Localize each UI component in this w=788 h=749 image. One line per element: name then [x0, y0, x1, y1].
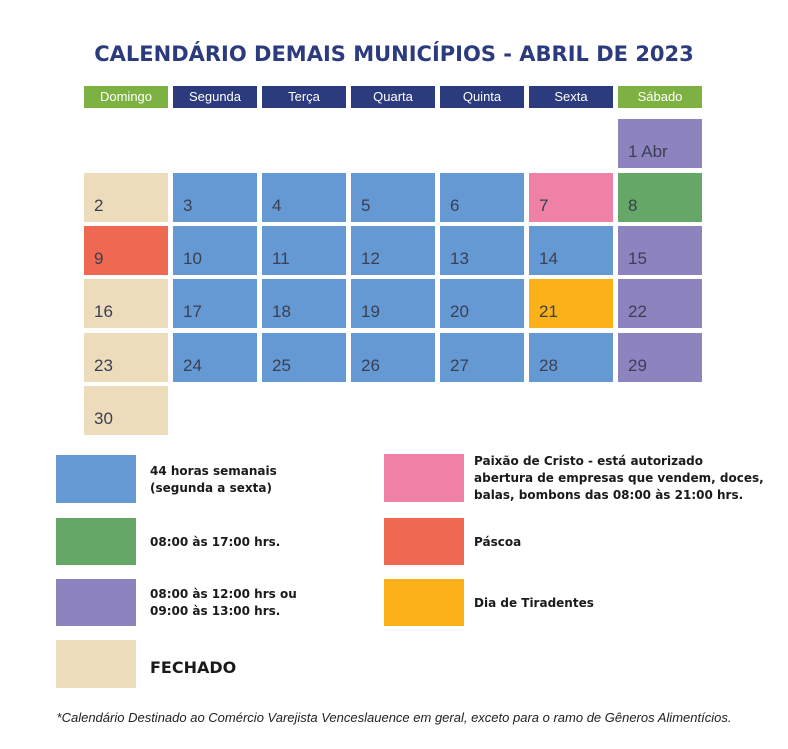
day-cell-17: 17: [173, 279, 257, 328]
day-number: 6: [450, 196, 460, 215]
legend-text-purple: 08:00 às 12:00 hrs ou 09:00 às 13:00 hrs…: [150, 586, 297, 620]
day-number: 19: [361, 302, 380, 321]
legend-text-blue: 44 horas semanais (segunda a sexta): [150, 463, 277, 497]
weekday-header-sabado: Sábado: [618, 86, 702, 108]
legend-line: balas, bombons das 08:00 às 21:00 hrs.: [474, 488, 744, 502]
weekday-header-domingo: Domingo: [84, 86, 168, 108]
legend-line: abertura de empresas que vendem, doces,: [474, 471, 764, 485]
day-number: 10: [183, 249, 202, 268]
day-number: 18: [272, 302, 291, 321]
day-number: 14: [539, 249, 558, 268]
day-number: 26: [361, 356, 380, 375]
weekday-header-sexta: Sexta: [529, 86, 613, 108]
day-cell-16: 16: [84, 279, 168, 328]
legend-line: 44 horas semanais: [150, 464, 277, 478]
day-number: 27: [450, 356, 469, 375]
legend-swatch-green: [56, 518, 136, 565]
day-cell-1: 1 Abr: [618, 119, 702, 168]
legend-text-beige: FECHADO: [150, 658, 237, 677]
legend-line: Paixão de Cristo - está autorizado: [474, 454, 704, 468]
day-number: 3: [183, 196, 193, 215]
weekday-header-quarta: Quarta: [351, 86, 435, 108]
day-cell-6: 6: [440, 173, 524, 222]
legend-text-pink: Paixão de Cristo - está autorizado abert…: [474, 453, 764, 504]
weekday-header-quinta: Quinta: [440, 86, 524, 108]
day-cell-4: 4: [262, 173, 346, 222]
day-number: 24: [183, 356, 202, 375]
day-cell-14: 14: [529, 226, 613, 275]
day-cell-28: 28: [529, 333, 613, 382]
day-number: 15: [628, 249, 647, 268]
day-cell-11: 11: [262, 226, 346, 275]
day-cell-29: 29: [618, 333, 702, 382]
day-number: 1 Abr: [628, 142, 668, 161]
day-cell-30: 30: [84, 386, 168, 435]
day-cell-20: 20: [440, 279, 524, 328]
legend-line: 09:00 às 13:00 hrs.: [150, 604, 281, 618]
day-number: 28: [539, 356, 558, 375]
day-cell-27: 27: [440, 333, 524, 382]
day-number: 4: [272, 196, 282, 215]
day-cell-15: 15: [618, 226, 702, 275]
day-number: 8: [628, 196, 638, 215]
legend-line: 08:00 às 12:00 hrs ou: [150, 587, 297, 601]
day-number: 21: [539, 302, 558, 321]
day-cell-23: 23: [84, 333, 168, 382]
day-number: 23: [94, 356, 113, 375]
day-number: 13: [450, 249, 469, 268]
day-cell-22: 22: [618, 279, 702, 328]
legend-text-red: Páscoa: [474, 535, 522, 549]
legend-line: (segunda a sexta): [150, 481, 272, 495]
day-cell-12: 12: [351, 226, 435, 275]
day-number: 7: [539, 196, 549, 215]
day-cell-5: 5: [351, 173, 435, 222]
day-cell-13: 13: [440, 226, 524, 275]
legend-swatch-orange: [384, 579, 464, 626]
day-number: 11: [272, 249, 290, 268]
day-number: 16: [94, 302, 113, 321]
day-cell-21: 21: [529, 279, 613, 328]
day-number: 5: [361, 196, 371, 215]
page-title: CALENDÁRIO DEMAIS MUNICÍPIOS - ABRIL DE …: [94, 42, 694, 66]
legend-text-green: 08:00 às 17:00 hrs.: [150, 535, 281, 549]
day-number: 22: [628, 302, 647, 321]
weekday-header-terca: Terça: [262, 86, 346, 108]
day-number: 9: [94, 249, 104, 268]
day-cell-8: 8: [618, 173, 702, 222]
day-number: 30: [94, 409, 113, 428]
legend-swatch-blue: [56, 455, 136, 503]
legend-swatch-red: [384, 518, 464, 565]
day-number: 20: [450, 302, 469, 321]
legend-swatch-beige: [56, 640, 136, 688]
day-number: 17: [183, 302, 202, 321]
day-cell-2: 2: [84, 173, 168, 222]
legend-text-orange: Dia de Tiradentes: [474, 596, 594, 610]
day-cell-3: 3: [173, 173, 257, 222]
day-cell-19: 19: [351, 279, 435, 328]
day-number: 12: [361, 249, 380, 268]
day-cell-18: 18: [262, 279, 346, 328]
day-cell-24: 24: [173, 333, 257, 382]
day-cell-10: 10: [173, 226, 257, 275]
day-cell-26: 26: [351, 333, 435, 382]
footnote: *Calendário Destinado ao Comércio Vareji…: [56, 710, 732, 725]
day-number: 29: [628, 356, 647, 375]
day-cell-7: 7: [529, 173, 613, 222]
legend-swatch-pink: [384, 454, 464, 502]
day-cell-25: 25: [262, 333, 346, 382]
legend-swatch-purple: [56, 579, 136, 626]
day-cell-9: 9: [84, 226, 168, 275]
weekday-header-segunda: Segunda: [173, 86, 257, 108]
day-number: 2: [94, 196, 104, 215]
day-number: 25: [272, 356, 291, 375]
